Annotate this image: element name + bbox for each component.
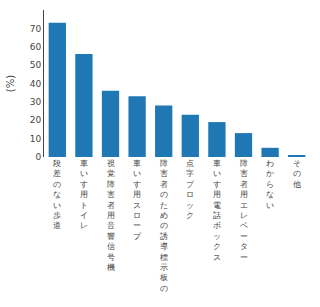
svg-text:障害者のための誘導標示板の: 障害者のための誘導標示板の [159,159,168,293]
svg-text:段差のない歩道: 段差のない歩道 [53,159,61,230]
svg-text:50: 50 [30,60,42,70]
svg-text:点字ブロック: 点字ブロック [186,159,195,220]
svg-text:40: 40 [30,79,42,89]
svg-text:0: 0 [35,152,41,162]
svg-text:視覚障害者用音響信号機: 視覚障害者用音響信号機 [107,159,115,272]
svg-text:(%): (%) [5,75,16,92]
svg-text:60: 60 [30,42,42,52]
svg-text:10: 10 [30,134,42,144]
svg-text:その他: その他 [293,159,301,189]
svg-text:車いす用電話ボックス: 車いす用電話ボックス [213,159,221,262]
svg-text:車いす用トイレ: 車いす用トイレ [80,159,88,230]
svg-text:わからない: わからない [266,159,274,210]
svg-text:障害者用エレベーター: 障害者用エレベーター [240,159,248,262]
svg-text:70: 70 [30,24,42,34]
svg-text:30: 30 [30,97,42,107]
svg-text:車いす用スロープ: 車いす用スロープ [133,159,142,241]
svg-text:20: 20 [30,115,42,125]
